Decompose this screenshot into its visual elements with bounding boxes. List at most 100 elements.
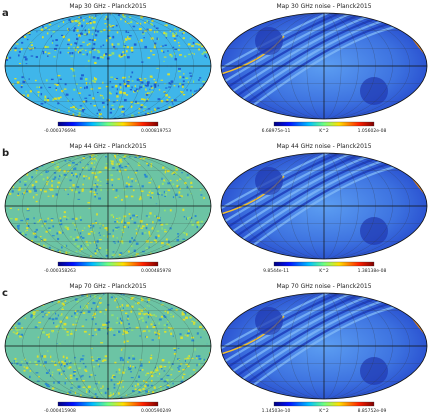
map-speckle bbox=[184, 156, 187, 157]
map-speckle bbox=[72, 218, 75, 219]
map-speckle bbox=[38, 91, 40, 93]
map-speckle bbox=[17, 170, 19, 172]
map-speckle bbox=[95, 323, 96, 325]
map-speckle bbox=[98, 381, 100, 383]
map-speckle bbox=[72, 106, 75, 108]
map-speckle bbox=[139, 359, 140, 360]
colorbar bbox=[58, 122, 158, 126]
map-speckle bbox=[12, 190, 14, 192]
map-speckle bbox=[169, 393, 172, 394]
map-speckle bbox=[106, 16, 107, 17]
map-speckle bbox=[110, 108, 112, 110]
map-speckle bbox=[196, 156, 199, 158]
map-speckle bbox=[161, 316, 163, 318]
map-speckle bbox=[175, 115, 177, 117]
map-speckle bbox=[203, 35, 206, 37]
map-speckle bbox=[64, 211, 66, 213]
map-speckle bbox=[5, 111, 6, 113]
map-speckle bbox=[200, 114, 201, 115]
map-speckle bbox=[90, 191, 93, 193]
map-speckle bbox=[8, 166, 9, 167]
map-speckle bbox=[93, 366, 95, 368]
map-speckle bbox=[9, 86, 10, 87]
map-speckle bbox=[148, 21, 149, 22]
map-speckle bbox=[163, 61, 164, 62]
map-speckle bbox=[117, 43, 119, 45]
map-speckle bbox=[178, 22, 180, 24]
map-speckle bbox=[56, 293, 57, 294]
map-speckle bbox=[170, 316, 172, 317]
map-speckle bbox=[133, 189, 135, 191]
map-speckle bbox=[57, 166, 59, 167]
map-speckle bbox=[103, 54, 105, 56]
map-title: Map 30 GHz - Planck2015 bbox=[69, 3, 146, 10]
map-speckle bbox=[66, 293, 67, 294]
map-speckle bbox=[71, 174, 72, 176]
map-speckle bbox=[19, 243, 21, 244]
map-speckle bbox=[55, 326, 57, 328]
map-speckle bbox=[69, 366, 72, 368]
colorbar-max: 0.000819753 bbox=[141, 128, 171, 134]
map-speckle bbox=[110, 394, 112, 395]
map-speckle bbox=[182, 238, 185, 240]
map-speckle bbox=[196, 226, 198, 228]
map-speckle bbox=[40, 398, 43, 399]
map-speckle bbox=[162, 183, 164, 185]
map-speckle bbox=[121, 310, 124, 311]
map-speckle bbox=[166, 24, 168, 26]
map-speckle bbox=[97, 50, 99, 51]
map-speckle bbox=[173, 251, 175, 253]
map-speckle bbox=[163, 370, 165, 371]
map-speckle bbox=[126, 182, 128, 183]
map-speckle bbox=[154, 46, 156, 48]
map-speckle bbox=[53, 158, 55, 159]
colorbar-unit: K^2 bbox=[319, 408, 329, 413]
map-speckle bbox=[18, 54, 20, 56]
map-speckle bbox=[59, 175, 60, 177]
map-speckle bbox=[167, 73, 170, 75]
map-speckle bbox=[65, 300, 67, 302]
map-speckle bbox=[149, 192, 150, 194]
map-speckle bbox=[184, 216, 185, 217]
map-speckle bbox=[77, 236, 79, 238]
map-speckle bbox=[61, 246, 63, 248]
map-speckle bbox=[57, 97, 60, 99]
map-speckle bbox=[9, 308, 11, 310]
map-speckle bbox=[130, 186, 133, 187]
map-speckle bbox=[206, 308, 207, 310]
map-speckle bbox=[21, 42, 23, 44]
map-speckle bbox=[184, 358, 186, 359]
map-speckle bbox=[30, 316, 32, 318]
map-speckle bbox=[204, 55, 206, 57]
map-speckle bbox=[66, 317, 68, 319]
map-speckle bbox=[202, 318, 204, 320]
map-speckle bbox=[76, 175, 78, 177]
map-speckle bbox=[86, 243, 87, 245]
map-speckle bbox=[78, 386, 81, 388]
map-speckle bbox=[21, 76, 23, 78]
map-speckle bbox=[124, 41, 126, 43]
map-speckle bbox=[172, 383, 173, 385]
map-speckle bbox=[208, 172, 210, 174]
map-speckle bbox=[193, 42, 195, 44]
map-speckle bbox=[94, 194, 96, 196]
map-speckle bbox=[38, 322, 41, 323]
map-speckle bbox=[135, 388, 137, 390]
map-speckle bbox=[104, 313, 105, 314]
map-speckle bbox=[19, 157, 21, 158]
map-speckle bbox=[40, 114, 43, 116]
map-speckle bbox=[145, 175, 148, 177]
map-speckle bbox=[99, 171, 102, 173]
map-speckle bbox=[37, 325, 39, 326]
map-speckle bbox=[202, 116, 204, 118]
map-speckle bbox=[52, 42, 53, 44]
map-speckle bbox=[187, 104, 190, 106]
map-speckle bbox=[96, 185, 98, 187]
map-speckle bbox=[36, 56, 38, 58]
map-speckle bbox=[196, 357, 197, 358]
map-speckle bbox=[161, 80, 163, 81]
map-speckle bbox=[145, 85, 147, 87]
map-speckle bbox=[207, 27, 209, 29]
map-speckle bbox=[31, 394, 33, 395]
figure: aMap 30 GHz - Planck2015-0.0003766940.00… bbox=[0, 0, 431, 413]
